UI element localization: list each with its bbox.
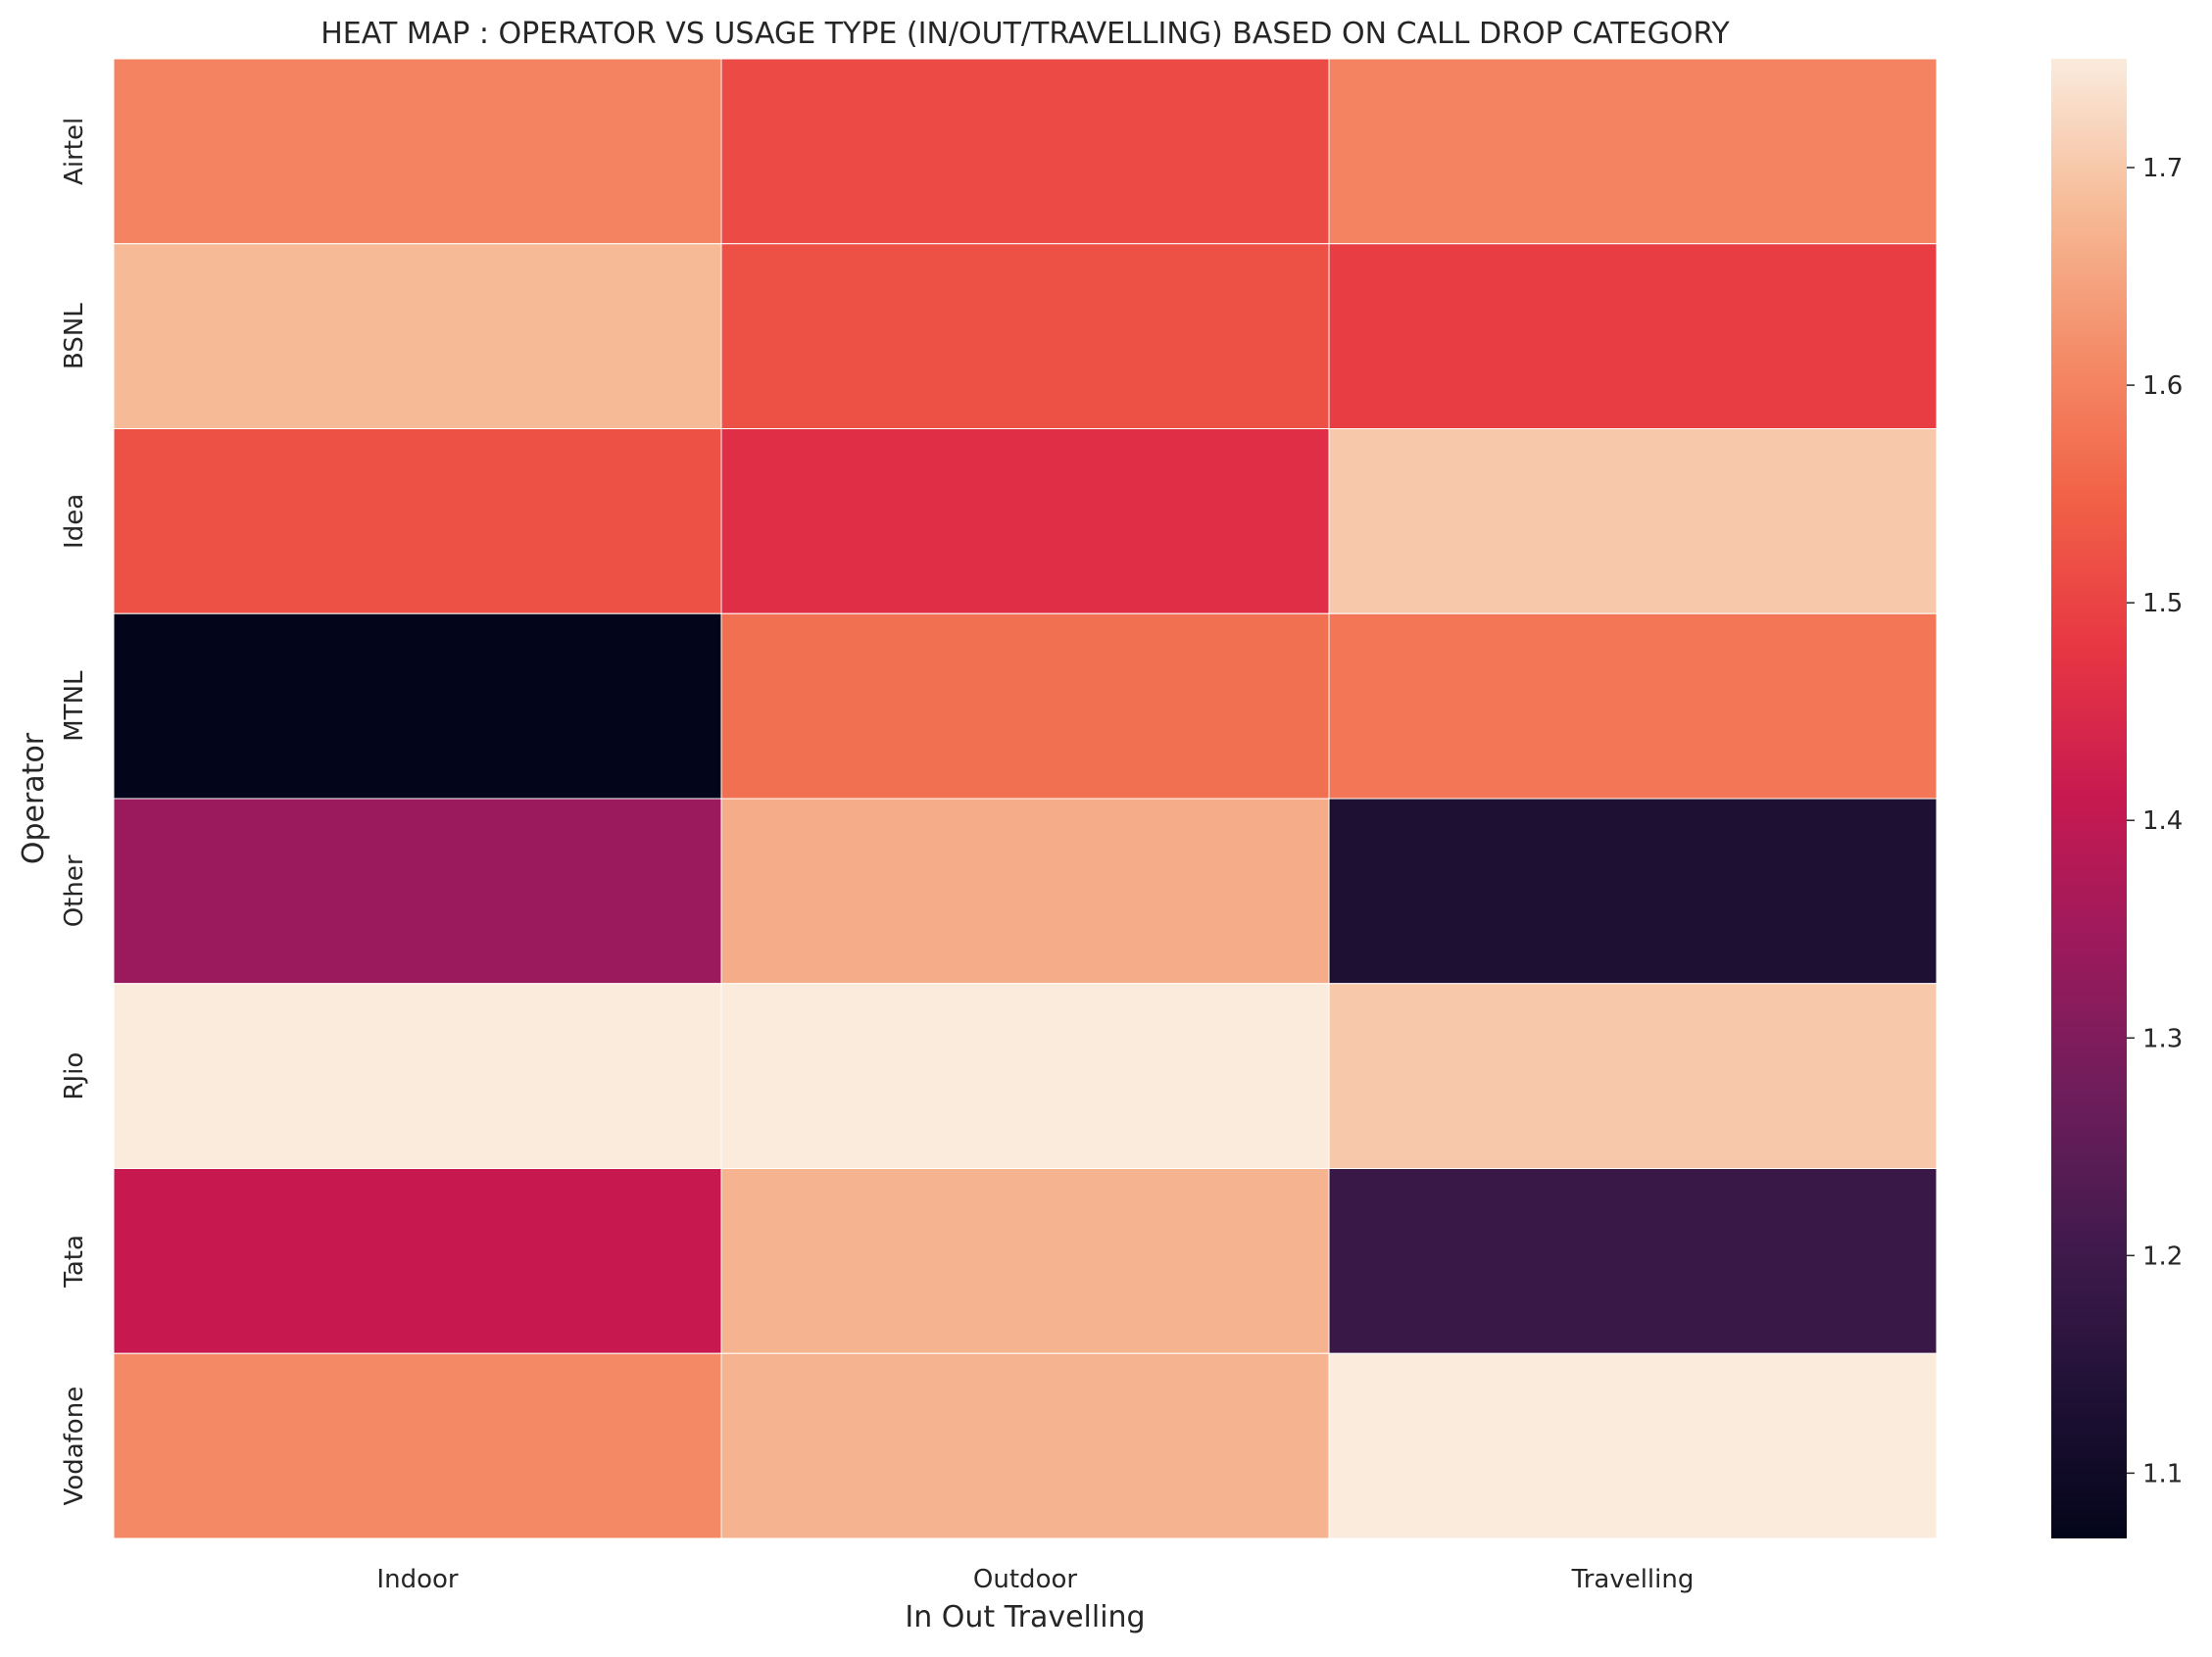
chart-title: HEAT MAP : OPERATOR VS USAGE TYPE (IN/OU… xyxy=(320,17,1730,51)
heatmap-cell-vodafone-outdoor xyxy=(720,1352,1330,1539)
heatmap-cell-other-travelling xyxy=(1328,798,1938,985)
heatmap-cell-idea-travelling xyxy=(1328,428,1938,614)
heatmap-cell-tata-indoor xyxy=(113,1168,722,1354)
heatmap-cell-bsnl-indoor xyxy=(113,243,722,429)
colorbar-tick-label: 1.5 xyxy=(2142,589,2183,618)
x-tick-labels: Indoor Outdoor Travelling xyxy=(376,1565,1694,1594)
heatmap-cell-mtnl-outdoor xyxy=(720,612,1330,800)
y-tick-label: Other xyxy=(60,854,89,927)
heatmap-cell-tata-outdoor xyxy=(720,1168,1330,1354)
heatmap-cell-mtnl-travelling xyxy=(1328,612,1938,800)
y-tick-label: Tata xyxy=(60,1235,89,1289)
heatmap-cell-airtel-outdoor xyxy=(720,58,1330,245)
y-tick-label: BSNL xyxy=(60,303,89,369)
heatmap-cell-rjio-indoor xyxy=(113,983,722,1169)
colorbar-tick-label: 1.2 xyxy=(2142,1242,2183,1271)
colorbar-tick-label: 1.6 xyxy=(2142,371,2183,401)
heatmap-cell-rjio-outdoor xyxy=(720,983,1330,1169)
heatmap-cells xyxy=(113,58,1938,1539)
heatmap-cell-bsnl-travelling xyxy=(1328,243,1938,429)
heatmap-cell-other-outdoor xyxy=(720,798,1330,985)
heatmap-cell-tata-travelling xyxy=(1328,1168,1938,1354)
x-axis-label: In Out Travelling xyxy=(905,1600,1145,1634)
heatmap-cell-airtel-travelling xyxy=(1328,58,1938,245)
colorbar-tick-label: 1.4 xyxy=(2142,806,2183,836)
heatmap-cell-idea-outdoor xyxy=(720,428,1330,614)
x-tick-label: Outdoor xyxy=(973,1565,1077,1594)
heatmap-cell-airtel-indoor xyxy=(113,58,722,245)
heatmap-cell-idea-indoor xyxy=(113,428,722,614)
heatmap-cell-other-indoor xyxy=(113,798,722,985)
heatmap-cell-vodafone-travelling xyxy=(1328,1352,1938,1539)
y-tick-label: RJio xyxy=(60,1052,89,1100)
x-tick-label: Indoor xyxy=(376,1565,458,1594)
heatmap-cell-vodafone-indoor xyxy=(113,1352,722,1539)
heatmap-cell-mtnl-indoor xyxy=(113,612,722,800)
y-tick-labels: Airtel BSNL Idea MTNL Other RJio Tata Vodafone xyxy=(60,118,89,1506)
heatmap-cell-rjio-travelling xyxy=(1328,983,1938,1169)
y-tick-label: MTNL xyxy=(60,670,89,742)
colorbar-tick-label: 1.1 xyxy=(2142,1459,2183,1488)
x-tick-label: Travelling xyxy=(1571,1565,1695,1594)
colorbar-tick-label: 1.7 xyxy=(2142,154,2183,183)
y-axis-label: Operator xyxy=(17,732,51,864)
heatmap-cell-bsnl-outdoor xyxy=(720,243,1330,429)
y-tick-label: Airtel xyxy=(60,118,89,185)
colorbar-tick-label: 1.3 xyxy=(2142,1024,2183,1053)
colorbar-ticks: 1.1 1.2 1.3 1.4 1.5 1.6 1.7 xyxy=(2127,154,2183,1488)
colorbar xyxy=(2051,59,2127,1538)
y-tick-label: Vodafone xyxy=(60,1387,89,1506)
y-tick-label: Idea xyxy=(60,494,89,549)
